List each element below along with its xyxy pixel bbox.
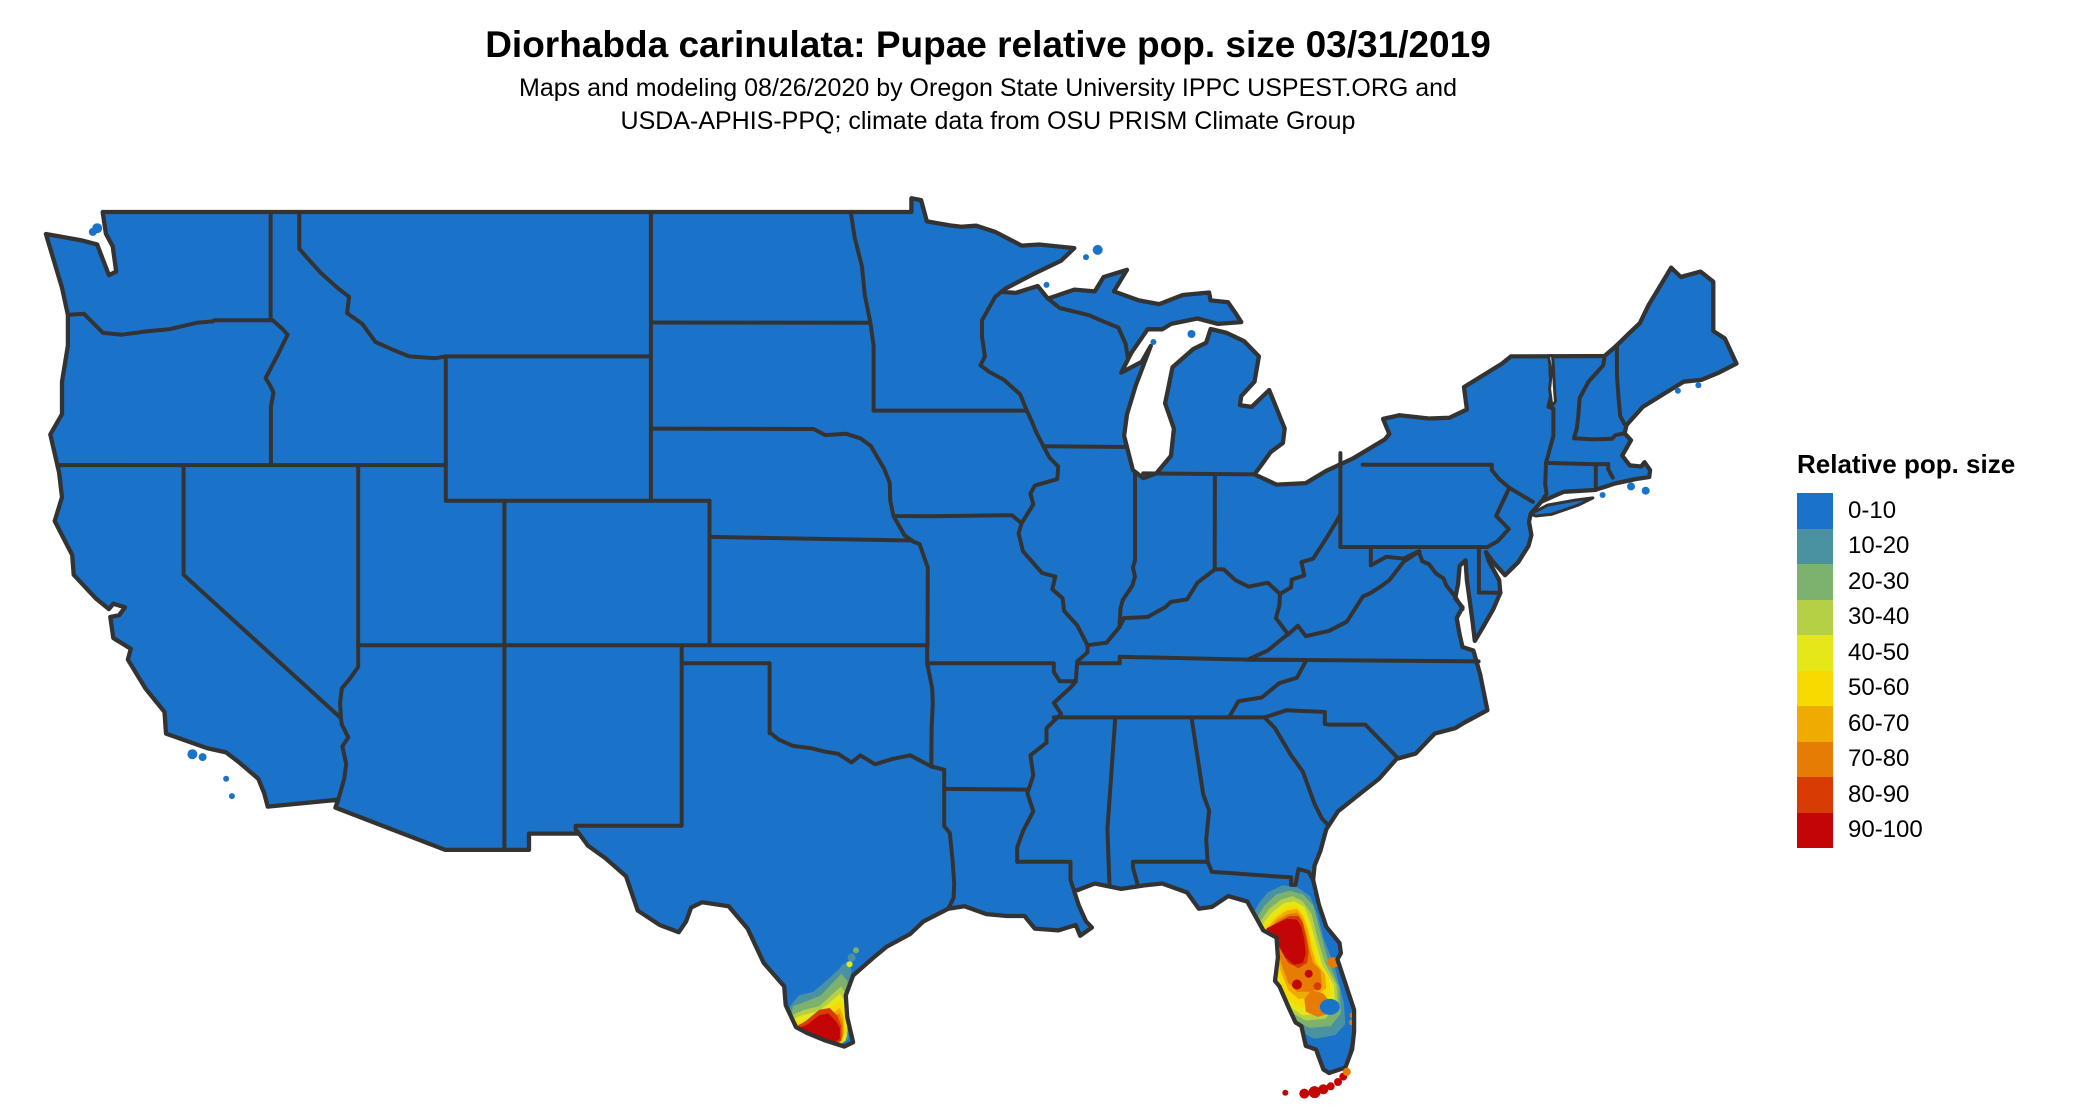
legend-item-label: 80-90: [1848, 780, 1910, 808]
state-borders: [57, 210, 1627, 911]
lake-okeechobee: [1319, 998, 1340, 1015]
island-dot: [1187, 330, 1196, 338]
island-dot: [1083, 254, 1089, 261]
legend-item-label: 40-50: [1848, 638, 1910, 666]
subtitle-line-2: USDA-APHIS-PPQ; climate data from OSU PR…: [620, 107, 1356, 135]
florida-keys-speckle: [1334, 1078, 1342, 1086]
legend-swatch-icon: [1797, 599, 1833, 635]
page-title: Diorhabda carinulata: Pupae relative pop…: [485, 24, 1491, 65]
legend: Relative pop. size 0-10 10-20 20-30 30-40 40…: [1797, 449, 2015, 848]
legend-row: 30-40: [1797, 599, 2015, 635]
florida-keys-speckle: [1342, 1067, 1351, 1076]
subtitle-line-1: Maps and modeling 08/26/2020 by Oregon S…: [519, 74, 1457, 102]
lake-champlain: [1546, 354, 1557, 408]
us-landmass: [45, 198, 1737, 1074]
legend-item-label: 20-30: [1848, 567, 1910, 595]
legend-title: Relative pop. size: [1797, 449, 2016, 479]
florida-keys-speckle: [1308, 1086, 1321, 1099]
florida-keys-speckle: [1282, 1089, 1289, 1096]
florida-keys-speckle: [1318, 1084, 1329, 1095]
legend-swatch-icon: [1797, 670, 1833, 706]
legend-item-label: 70-80: [1848, 745, 1910, 773]
florida-keys-speckle: [1326, 1082, 1335, 1091]
legend-item-label: 30-40: [1848, 603, 1910, 631]
hotspot-speckle: [846, 961, 853, 968]
legend-item-label: 10-20: [1848, 532, 1910, 560]
florida-keys-speckle: [1299, 1088, 1310, 1099]
island-dot: [198, 753, 207, 762]
hotspot-speckle: [1292, 979, 1302, 990]
island-dot: [1674, 387, 1681, 394]
legend-row: 0-10: [1797, 493, 2015, 529]
subtitle: Maps and modeling 08/26/2020 by Oregon S…: [0, 72, 1976, 138]
legend-item-label: 50-60: [1848, 674, 1910, 702]
hotspot-speckle: [847, 953, 856, 962]
legend-row: 20-30: [1797, 564, 2015, 600]
legend-swatch-icon: [1797, 564, 1833, 600]
island-dot: [1627, 482, 1635, 491]
legend-row: 10-20: [1797, 528, 2015, 564]
legend-swatch-icon: [1797, 812, 1833, 848]
hotspot-layer: [1266, 918, 1306, 965]
island-dot: [88, 227, 97, 236]
island-dot: [1150, 339, 1157, 345]
legend-row: 50-60: [1797, 670, 2015, 706]
legend-swatch-icon: [1797, 741, 1833, 777]
legend-row: 80-90: [1797, 777, 2015, 813]
island-dot: [1641, 486, 1650, 495]
population-hotspots: [788, 885, 1356, 1066]
island-dot: [1695, 382, 1702, 389]
legend-row: 60-70: [1797, 706, 2015, 742]
legend-swatch-icon: [1797, 493, 1833, 529]
hotspot-speckle: [1304, 969, 1313, 978]
island-dot: [228, 793, 235, 800]
hotspot-speckle: [840, 964, 849, 973]
island-dot: [1043, 281, 1050, 288]
hotspot-speckle: [853, 947, 859, 954]
legend-item-label: 0-10: [1848, 496, 1897, 524]
island-dot: [1092, 244, 1103, 255]
legend-items: 0-10 10-20 20-30 30-40 40-50 50-60 60-70 70-80 8…: [1797, 493, 2015, 848]
legend-swatch-icon: [1797, 528, 1833, 564]
long-island: [1529, 496, 1595, 518]
legend-swatch-icon: [1797, 635, 1833, 671]
island-dot: [187, 749, 198, 760]
legend-item-label: 90-100: [1848, 816, 1923, 844]
island-dot: [1599, 492, 1606, 498]
legend-row: 90-100: [1797, 812, 2015, 848]
legend-swatch-icon: [1797, 706, 1833, 742]
hotspot-layer: [796, 1013, 840, 1046]
hotspot-speckle: [1313, 982, 1322, 991]
legend-row: 40-50: [1797, 635, 2015, 671]
legend-swatch-icon: [1797, 777, 1833, 813]
legend-item-label: 60-70: [1848, 709, 1910, 737]
legend-row: 70-80: [1797, 741, 2015, 777]
island-dot: [223, 775, 230, 782]
